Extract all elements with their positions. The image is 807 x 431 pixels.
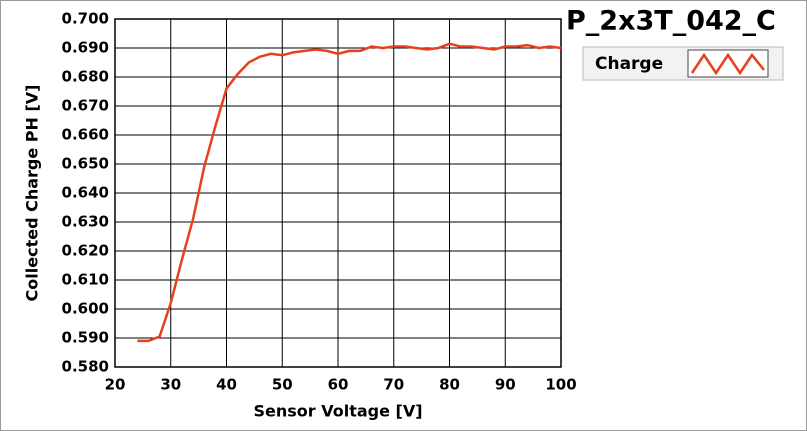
x-tick-label: 30: [160, 376, 181, 394]
y-tick-label: 0.620: [62, 242, 109, 260]
y-tick-label: 0.660: [62, 126, 109, 144]
y-tick-label: 0.610: [62, 271, 109, 289]
x-tick-label: 20: [105, 376, 126, 394]
y-tick-label: 0.700: [62, 10, 109, 28]
x-tick-label: 90: [495, 376, 516, 394]
legend-icon: [690, 52, 765, 76]
x-tick-label: 80: [439, 376, 460, 394]
legend-label: Charge: [595, 54, 663, 74]
x-tick-label: 40: [216, 376, 237, 394]
y-tick-label: 0.590: [62, 329, 109, 347]
y-tick-label: 0.690: [62, 39, 109, 57]
y-tick-label: 0.680: [62, 68, 109, 86]
chart-title: P_2x3T_042_C: [566, 6, 776, 37]
x-tick-label: 70: [383, 376, 404, 394]
y-tick-label: 0.630: [62, 213, 109, 231]
y-tick-label: 0.580: [62, 358, 109, 376]
y-tick-label: 0.600: [62, 300, 109, 318]
x-axis-label: Sensor Voltage [V]: [253, 402, 422, 421]
x-tick-label: 100: [545, 376, 576, 394]
x-tick-label: 60: [328, 376, 349, 394]
y-tick-label: 0.650: [62, 155, 109, 173]
y-tick-label: 0.640: [62, 184, 109, 202]
x-tick-label: 50: [272, 376, 293, 394]
y-axis-label: Collected Charge PH [V]: [23, 85, 42, 302]
plot-border: [114, 18, 562, 368]
y-tick-label: 0.670: [62, 97, 109, 115]
series-line: [137, 42, 562, 343]
